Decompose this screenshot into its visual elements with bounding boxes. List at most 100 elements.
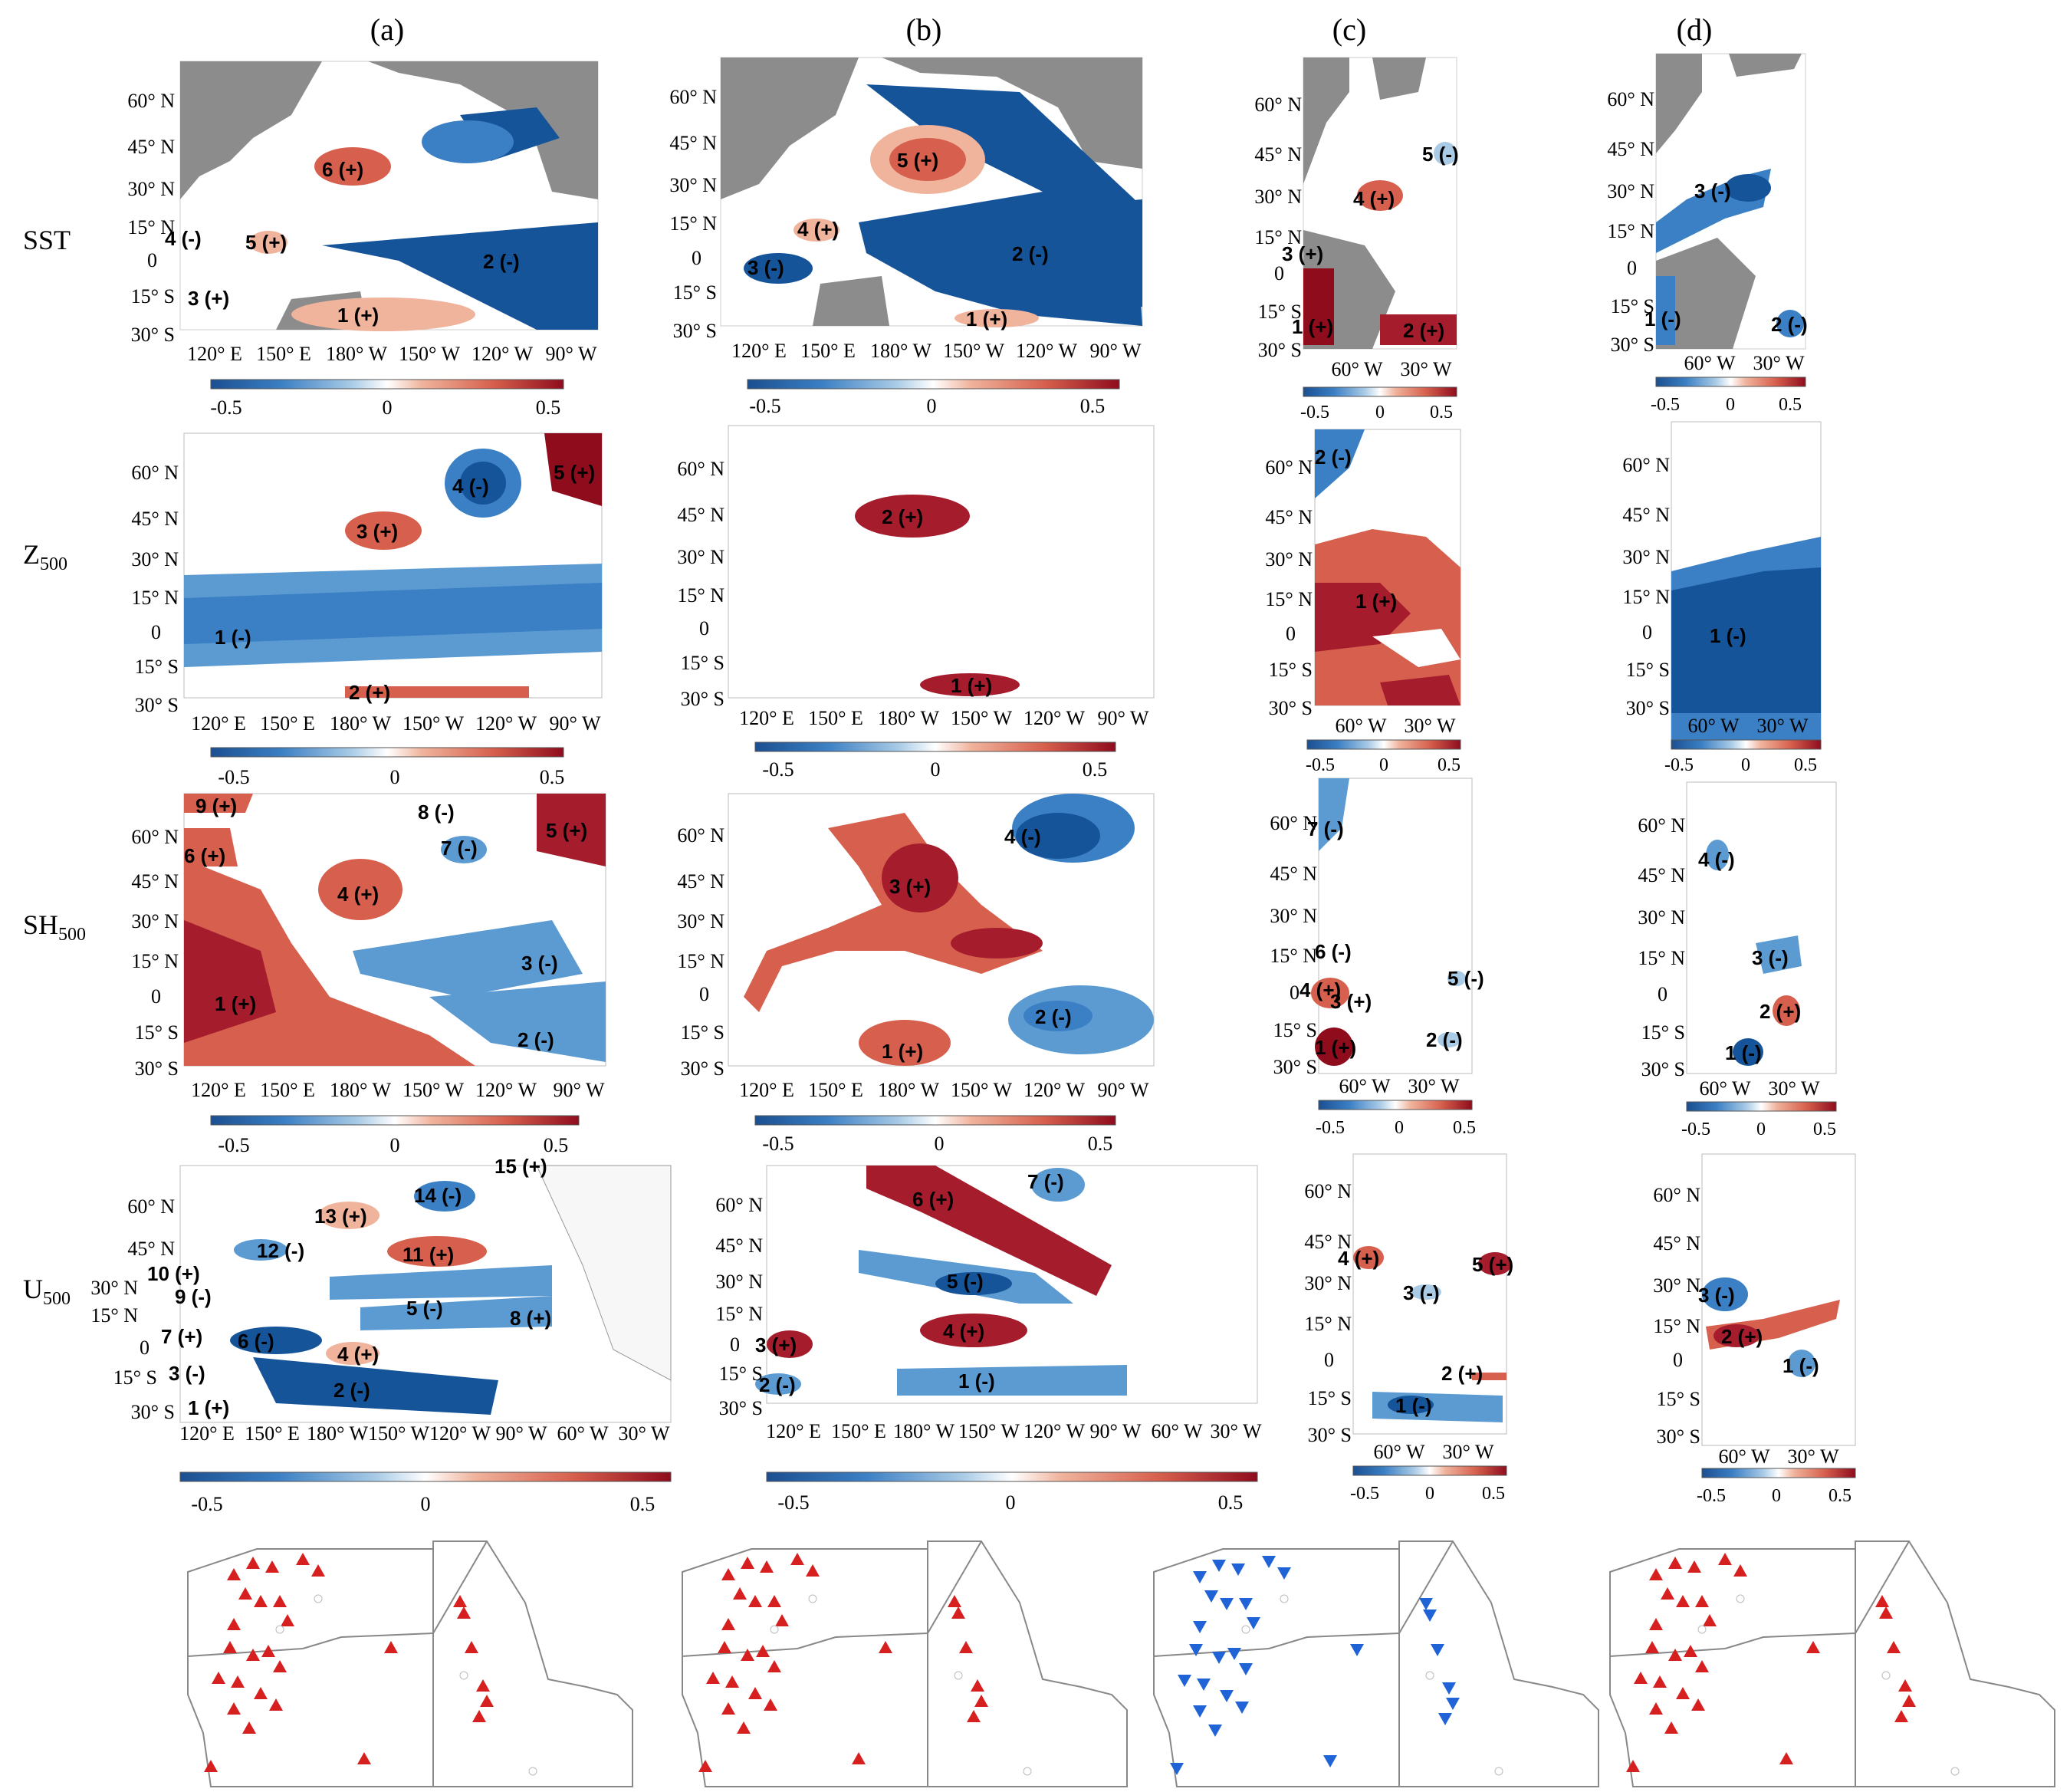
panel-b-u500: 7 (-) 6 (+) 5 (-) 4 (+) 3 (+) 2 (-) 1 (-…	[715, 1165, 1262, 1514]
lat-tick: 45° N	[677, 870, 724, 893]
region-label: 2 (-)	[518, 1028, 554, 1051]
panel-a-sh500-lat-axis: 60° N 45° N 30° N 15° N 0 15° S 30° S	[131, 826, 179, 1080]
panel-b-sst: 5 (+) 4 (+) 3 (-) 2 (-) 1 (+) 60° N 45° …	[669, 57, 1143, 417]
region-label: 1 (+)	[188, 1396, 229, 1419]
region-label: 2 (-)	[334, 1379, 370, 1402]
lon-tick: 180° W	[893, 1420, 955, 1442]
panel-a-z500-lon-axis: 120° E 150° E 180° W 150° W 120° W 90° W	[191, 712, 601, 735]
lat-tick: 30° S	[135, 1057, 179, 1080]
lat-tick: 30° S	[1641, 1058, 1685, 1080]
lat-tick: 15° S	[131, 285, 175, 307]
region-label: 3 (+)	[1282, 242, 1323, 265]
lon-tick: 150° W	[402, 712, 464, 735]
colorbar-min: -0.5	[1664, 755, 1694, 775]
lat-tick: 30° N	[1304, 1272, 1352, 1294]
lon-tick: 30° W	[1211, 1420, 1262, 1442]
lon-tick: 120° E	[191, 712, 246, 735]
panel-b-sh500-region-labels: 4 (-) 3 (+) 2 (-) 1 (+)	[882, 825, 1072, 1063]
colorbar: -0.5 0 0.5	[1697, 1468, 1856, 1506]
panel-d-sst: 3 (-) 2 (-) 1 (-) 60° N 45° N 30° N 15° …	[1607, 53, 1808, 415]
lon-tick: 180° W	[870, 340, 932, 362]
panel-d-u500-region-labels: 3 (-) 2 (+) 1 (-)	[1698, 1284, 1819, 1377]
colorbar-min: -0.5	[218, 1134, 249, 1156]
lon-tick: 120° W	[1016, 340, 1077, 362]
lon-tick: 180° W	[330, 712, 391, 735]
lat-tick: 15° N	[131, 950, 179, 972]
state-boundary	[1609, 1633, 1856, 1657]
lat-tick: 60° N	[1254, 94, 1302, 116]
colorbar-min: -0.5	[191, 1493, 222, 1515]
lon-tick: 150° E	[260, 712, 315, 735]
region-label: 1 (+)	[1315, 1036, 1356, 1059]
region-label: 2 (+)	[349, 681, 390, 704]
region-outline	[682, 1540, 1128, 1787]
region-label: 3 (-)	[1694, 179, 1731, 202]
region-label: 3 (-)	[1752, 946, 1789, 969]
lat-tick: 15° S	[1641, 1021, 1685, 1044]
region-label: 2 (-)	[1426, 1028, 1463, 1051]
colorbar: -0.5 0 0.5	[1651, 376, 1806, 415]
panel-c-sst-lat-axis: 60° N 45° N 30° N 15° N 0 15° S 30° S	[1254, 94, 1302, 361]
colorbar-max: 0.5	[630, 1493, 656, 1515]
colorbar: -0.5 0 0.5	[210, 1115, 580, 1156]
region-label: 3 (-)	[1698, 1284, 1735, 1307]
colorbar: -0.5 0 0.5	[766, 1471, 1258, 1514]
lon-tick: 120° W	[472, 343, 533, 365]
lat-tick: 30° N	[127, 178, 175, 200]
region-label: 3 (+)	[755, 1333, 797, 1356]
state-boundary	[1398, 1540, 1454, 1634]
row-label-z500: Z500	[23, 539, 67, 574]
region-label: 1 (-)	[1783, 1354, 1819, 1377]
lat-tick: 30° S	[1657, 1425, 1700, 1448]
lat-tick: 15° S	[673, 281, 717, 304]
panel-b-u500-region-labels: 7 (-) 6 (+) 5 (-) 4 (+) 3 (+) 2 (-) 1 (-…	[755, 1170, 1064, 1396]
lat-tick: 0	[1290, 981, 1300, 1004]
region-label: 13 (+)	[314, 1205, 367, 1228]
colorbar-mid: 0	[1772, 1486, 1781, 1506]
lat-tick: 30° S	[131, 1401, 175, 1423]
region-label: 5 (+)	[554, 461, 595, 484]
region-label: 1 (-)	[1725, 1041, 1762, 1064]
lon-tick: 30° W	[1443, 1441, 1494, 1463]
lat-tick: 15° N	[1607, 220, 1654, 242]
lat-tick: 30° N	[1622, 546, 1670, 568]
state-boundary	[682, 1633, 928, 1657]
lat-tick: 30° S	[1611, 334, 1654, 356]
region-label: 5 (-)	[947, 1270, 984, 1293]
region-label: 1 (+)	[882, 1040, 923, 1063]
lon-tick: 120° W	[1024, 707, 1085, 729]
state-boundary	[1855, 1540, 1910, 1634]
station-map-d	[1609, 1540, 2055, 1787]
lat-tick: 45° N	[127, 1238, 175, 1260]
lat-tick: 0	[1324, 1349, 1334, 1371]
lat-tick: 30° N	[90, 1277, 138, 1299]
column-label-c: (c)	[1332, 12, 1366, 47]
region-label: 7 (-)	[1027, 1170, 1064, 1193]
lat-tick: 30° S	[1269, 697, 1313, 719]
region-label: 6 (-)	[238, 1330, 274, 1353]
colorbar-max: 0.5	[1482, 1484, 1505, 1504]
panel-a-u500: 15 (+) 14 (-) 13 (+) 12 (-) 11 (+) 10 (+…	[90, 1155, 672, 1515]
region-label: 2 (+)	[1403, 319, 1444, 342]
panel-a-sst-lat-axis: 60° N 45° N 30° N 15° N 0 15° S 30° S	[127, 90, 175, 346]
lon-tick: 120° E	[731, 340, 787, 362]
region-label: 4 (+)	[1300, 978, 1341, 1001]
panel-d-sh500: 4 (-) 3 (-) 2 (+) 1 (-) 60° N 45° N 30° …	[1638, 781, 1837, 1139]
lat-tick: 15° S	[1269, 659, 1313, 681]
lat-tick: 15° S	[1258, 301, 1302, 323]
panel-d-z500: 1 (-) 60° N 45° N 30° N 15° N 0 15° S 30…	[1622, 421, 1822, 775]
lon-tick: 150° E	[808, 1079, 863, 1101]
panel-d-sh500-lat-axis: 60° N 45° N 30° N 15° N 0 15° S 30° S	[1638, 814, 1685, 1080]
panel-c-sh500-region-labels: 7 (-) 6 (-) 5 (-) 4 (+) 3 (+) 2 (-) 1 (+…	[1300, 817, 1484, 1059]
region-label: 2 (-)	[1035, 1005, 1072, 1028]
region-label: 3 (+)	[356, 520, 398, 543]
colorbar-mid: 0	[927, 395, 937, 417]
lat-tick: 0	[1642, 621, 1652, 643]
region-label: 5 (-)	[1447, 967, 1484, 990]
lat-tick: 0	[692, 247, 702, 269]
lon-tick: 90° W	[1098, 1079, 1149, 1101]
colorbar-mid: 0	[1375, 403, 1385, 423]
colorbar-mid: 0	[1726, 395, 1735, 415]
lat-tick: 30° S	[1273, 1056, 1317, 1078]
colorbar-mid: 0	[383, 396, 393, 419]
